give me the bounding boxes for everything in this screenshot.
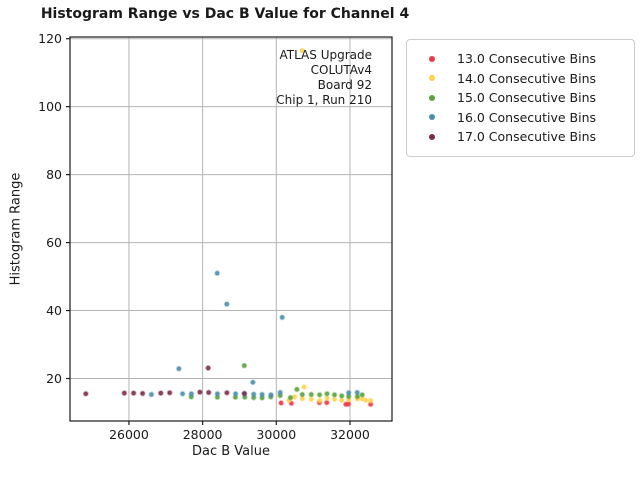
y-tick-label: 40 (46, 303, 62, 318)
series (148, 270, 361, 398)
legend-label: 14.0 Consecutive Bins (457, 70, 597, 86)
x-axis-label: Dac B Value (191, 444, 271, 459)
y-ticks: 20 40 60 80 100 120 (38, 31, 70, 386)
legend-label: 13.0 Consecutive Bins (457, 51, 597, 67)
legend-item: 17.0 Consecutive Bins (415, 127, 626, 147)
series (82, 364, 248, 397)
legend-marker-icon (429, 114, 435, 121)
legend-label: 15.0 Consecutive Bins (457, 90, 597, 106)
annotation-line: ATLAS Upgrade (279, 48, 372, 62)
y-tick-label: 20 (46, 371, 62, 386)
annotation-line: Board 92 (317, 78, 372, 92)
x-tick-label: 32000 (330, 427, 370, 442)
x-tick-label: 28000 (183, 427, 223, 442)
legend-marker-icon (429, 75, 435, 82)
annotation-line: Chip 1, Run 210 (276, 93, 372, 107)
y-axis-label: Histogram Range (8, 172, 24, 286)
annotation-block: ATLAS Upgrade COLUTAv4 Board 92 Chip 1, … (276, 48, 372, 108)
chart-title: Histogram Range vs Dac B Value for Chann… (40, 6, 410, 22)
axes-frame (69, 36, 393, 422)
x-ticks: 26000 28000 30000 32000 (109, 421, 370, 442)
x-tick-label: 26000 (109, 427, 149, 442)
y-tick-label: 60 (46, 235, 62, 250)
scatter-points (82, 47, 374, 408)
series (188, 362, 366, 401)
legend-marker-icon (429, 94, 435, 101)
y-tick-label: 120 (38, 31, 62, 46)
y-tick-label: 80 (46, 167, 62, 182)
legend-item: 16.0 Consecutive Bins (415, 108, 626, 128)
legend-item: 15.0 Consecutive Bins (415, 88, 626, 108)
series (285, 47, 374, 404)
legend-label: 16.0 Consecutive Bins (457, 109, 597, 125)
legend-label: 17.0 Consecutive Bins (457, 129, 597, 145)
y-tick-label: 100 (38, 99, 62, 114)
legend-marker-icon (429, 133, 435, 140)
gridlines (70, 37, 392, 421)
x-tick-label: 30000 (256, 427, 296, 442)
legend: 13.0 Consecutive Bins 14.0 Consecutive B… (406, 39, 635, 157)
legend-marker-icon (429, 55, 435, 62)
legend-item: 14.0 Consecutive Bins (415, 69, 626, 89)
annotation-line: COLUTAv4 (310, 63, 372, 77)
legend-item: 13.0 Consecutive Bins (415, 49, 626, 69)
series (278, 399, 374, 408)
